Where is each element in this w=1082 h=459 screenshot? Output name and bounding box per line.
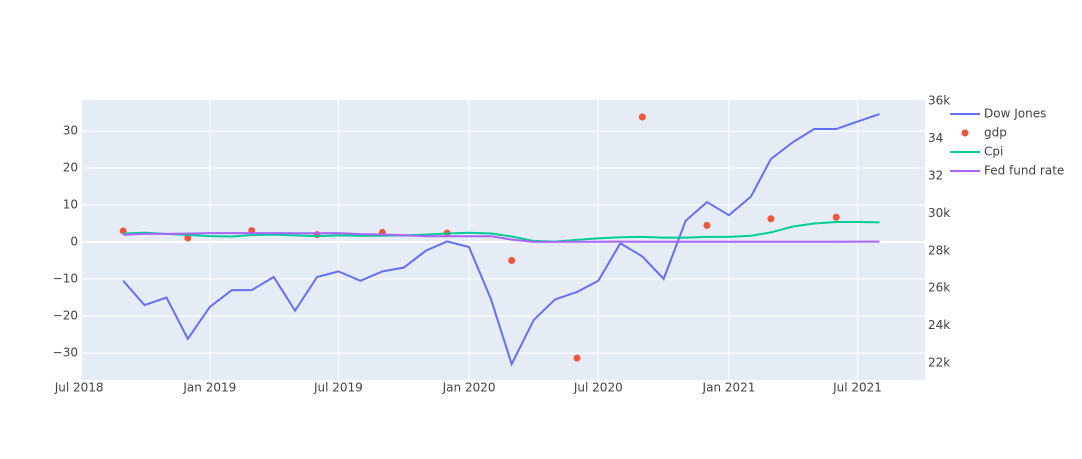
y-tick-label: 10 xyxy=(63,198,78,212)
y-tick-label: 30 xyxy=(63,124,78,138)
series-line xyxy=(122,113,880,367)
x-tick-label: Jan 2019 xyxy=(182,381,236,395)
legend-marker xyxy=(961,129,969,137)
y2-tick-label: 30k xyxy=(928,206,950,220)
legend-label: Cpi xyxy=(984,145,1003,159)
y-tick-label: 0 xyxy=(70,235,78,249)
y2-tick-label: 26k xyxy=(928,281,950,295)
data-point xyxy=(508,257,516,265)
x-tick-label: Jul 2021 xyxy=(832,381,882,395)
plot-area xyxy=(82,100,925,380)
y-tick-label: 20 xyxy=(63,161,78,175)
legend-label: Dow Jones xyxy=(984,107,1046,121)
data-point xyxy=(573,354,581,362)
y2-tick-label: 36k xyxy=(928,93,950,107)
y2-tick-label: 34 xyxy=(928,131,943,145)
legend-label: Fed fund rate xyxy=(984,164,1064,178)
data-point xyxy=(638,113,646,121)
y2-tick-label: 32 xyxy=(928,168,943,182)
legend-label: gdp xyxy=(984,126,1007,140)
x-tick-label: Jul 2020 xyxy=(573,381,623,395)
x-tick-label: Jul 2019 xyxy=(313,381,363,395)
y2-tick-label: 28k xyxy=(928,243,950,257)
data-point xyxy=(703,221,711,229)
data-point xyxy=(767,215,775,223)
data-point xyxy=(184,234,192,242)
x-tick-label: Jan 2021 xyxy=(702,381,756,395)
y2-tick-label: 22k xyxy=(928,356,950,370)
y-tick-label: −20 xyxy=(53,309,78,323)
series-line xyxy=(123,221,880,243)
y-tick-label: −30 xyxy=(53,345,78,359)
x-tick-label: Jan 2020 xyxy=(442,381,496,395)
y2-tick-label: 24k xyxy=(928,318,950,332)
x-tick-label: Jul 2018 xyxy=(54,381,104,395)
data-point xyxy=(832,213,840,221)
y-tick-label: −10 xyxy=(53,272,78,286)
series-line xyxy=(123,232,880,243)
